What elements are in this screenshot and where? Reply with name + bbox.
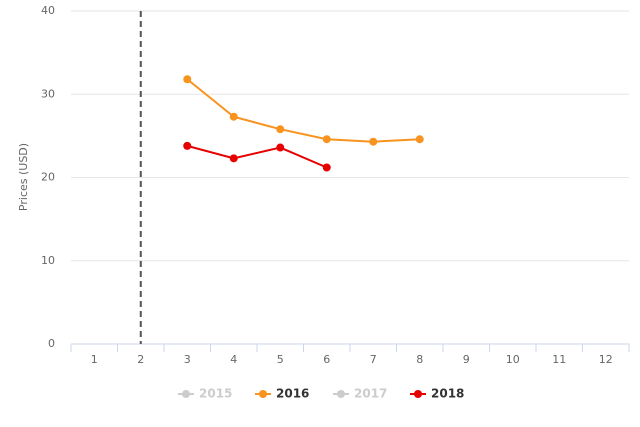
data-point (276, 143, 285, 152)
legend-item[interactable]: 2018 (431, 387, 464, 401)
x-tick-label: 2 (137, 353, 144, 366)
x-tick-label: 5 (277, 353, 284, 366)
y-tick-label: 10 (41, 254, 55, 267)
y-tick-label: 30 (41, 87, 55, 100)
data-point (322, 163, 331, 172)
x-tick-label: 4 (230, 353, 237, 366)
data-point (276, 125, 285, 134)
series-line (186, 144, 328, 169)
legend-item[interactable]: 2016 (276, 387, 309, 401)
y-tick-label: 40 (41, 4, 55, 17)
data-point (322, 135, 331, 144)
data-point (183, 75, 192, 84)
legend-symbol[interactable] (337, 390, 345, 398)
x-tick-label: 10 (506, 353, 520, 366)
data-point (183, 141, 192, 150)
legend-symbol[interactable] (182, 390, 190, 398)
legend-item[interactable]: 2017 (354, 387, 387, 401)
y-tick-label: 20 (41, 171, 55, 184)
legend-symbol[interactable] (259, 390, 267, 398)
x-tick-label: 11 (552, 353, 566, 366)
y-tick-label: 0 (48, 337, 55, 350)
y-axis-label: Prices (USD) (17, 143, 30, 211)
x-tick-label: 12 (599, 353, 613, 366)
legend-symbol[interactable] (414, 390, 422, 398)
data-point (229, 112, 238, 121)
legend-item[interactable]: 2015 (199, 387, 232, 401)
x-tick-label: 1 (91, 353, 98, 366)
x-tick-label: 8 (416, 353, 423, 366)
data-point (369, 137, 378, 146)
data-point (415, 135, 424, 144)
x-tick-label: 6 (323, 353, 330, 366)
x-tick-label: 3 (184, 353, 191, 366)
x-tick-label: 7 (370, 353, 377, 366)
series-line (186, 78, 420, 143)
x-tick-label: 9 (463, 353, 470, 366)
data-point (229, 154, 238, 163)
